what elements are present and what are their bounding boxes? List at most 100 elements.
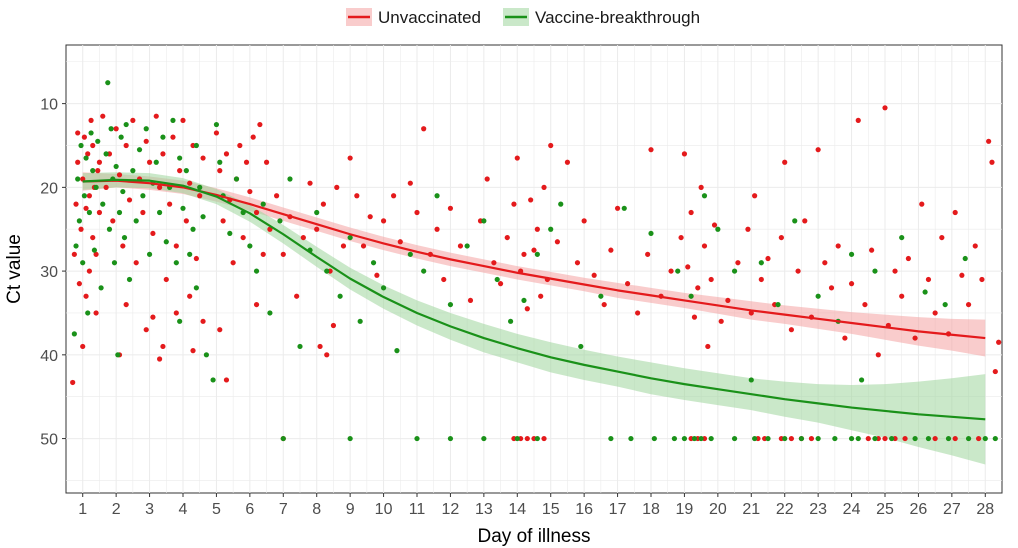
point-vaccine-breakthrough (86, 209, 92, 216)
point-unvaccinated (808, 435, 815, 442)
point-vaccine-breakthrough (118, 134, 124, 140)
point-unvaccinated (514, 155, 520, 161)
x-tick-label: 10 (375, 501, 393, 518)
x-tick-label: 21 (742, 501, 760, 518)
point-vaccine-breakthrough (370, 260, 377, 266)
point-unvaccinated (711, 222, 718, 228)
band-vaccine-breakthrough (82, 172, 986, 465)
point-vaccine-breakthrough (183, 168, 189, 174)
point-vaccine-breakthrough (190, 226, 196, 232)
point-vaccine-breakthrough (508, 318, 514, 324)
point-unvaccinated (882, 435, 888, 442)
point-vaccine-breakthrough (521, 297, 527, 304)
point-unvaccinated (875, 352, 881, 358)
point-unvaccinated (802, 218, 808, 224)
x-tick-label: 11 (409, 501, 426, 518)
point-unvaccinated (548, 142, 554, 149)
point-vaccine-breakthrough (133, 218, 139, 224)
point-vaccine-breakthrough (116, 209, 123, 216)
point-unvaccinated (153, 113, 159, 119)
point-vaccine-breakthrough (347, 435, 353, 442)
point-unvaccinated (223, 151, 230, 157)
point-unvaccinated (591, 272, 597, 278)
y-tick-label: 20 (40, 180, 58, 197)
y-tick-label: 30 (40, 264, 58, 281)
point-unvaccinated (735, 260, 741, 266)
point-vaccine-breakthrough (899, 234, 905, 241)
point-unvaccinated (260, 251, 266, 257)
point-unvaccinated (73, 201, 79, 207)
fit-line-vaccine-breakthrough (82, 178, 986, 421)
point-unvaccinated (842, 335, 848, 341)
legend: Vaccine-breakthrough Unvaccinated (346, 8, 700, 27)
x-tick-label: 3 (145, 501, 154, 518)
point-vaccine-breakthrough (859, 377, 865, 383)
point-vaccine-breakthrough (200, 214, 206, 220)
point-vaccine-breakthrough (815, 293, 821, 299)
point-unvaccinated (367, 214, 373, 220)
point-unvaccinated (434, 226, 440, 232)
point-vaccine-breakthrough (765, 435, 771, 442)
point-vaccine-breakthrough (126, 276, 133, 283)
point-unvaccinated (347, 155, 353, 161)
point-unvaccinated (200, 318, 206, 324)
point-vaccine-breakthrough (558, 201, 564, 207)
point-unvaccinated (334, 184, 340, 190)
point-unvaccinated (120, 243, 126, 249)
point-vaccine-breakthrough (731, 268, 738, 274)
point-vaccine-breakthrough (253, 268, 260, 274)
y-tick-label: 10 (40, 97, 58, 114)
point-vaccine-breakthrough (180, 205, 186, 211)
point-vaccine-breakthrough (81, 193, 87, 199)
point-vaccine-breakthrough (394, 348, 400, 354)
point-unvaccinated (274, 193, 280, 199)
point-vaccine-breakthrough (748, 377, 754, 383)
x-tick-label: 26 (910, 501, 928, 518)
point-unvaccinated (150, 230, 156, 237)
point-unvaccinated (538, 293, 544, 299)
point-unvaccinated (133, 260, 139, 266)
point-unvaccinated (86, 268, 92, 274)
point-unvaccinated (521, 251, 527, 257)
point-vaccine-breakthrough (848, 251, 855, 257)
point-unvaccinated (534, 226, 540, 232)
point-vaccine-breakthrough (731, 435, 738, 442)
point-vaccine-breakthrough (407, 251, 413, 257)
point-unvaccinated (130, 117, 136, 123)
point-unvaccinated (96, 209, 103, 216)
point-unvaccinated (986, 138, 992, 144)
point-vaccine-breakthrough (203, 352, 209, 358)
point-vaccine-breakthrough (752, 435, 758, 442)
point-unvaccinated (447, 205, 454, 211)
point-unvaccinated (855, 117, 861, 123)
point-vaccine-breakthrough (758, 260, 764, 266)
point-vaccine-breakthrough (698, 435, 704, 442)
x-tick-label: 15 (542, 501, 560, 518)
point-unvaccinated (989, 159, 995, 165)
x-tick-label: 27 (943, 501, 961, 518)
point-vaccine-breakthrough (815, 435, 821, 442)
point-unvaccinated (815, 147, 821, 153)
point-unvaccinated (76, 281, 82, 287)
point-unvaccinated (197, 193, 203, 199)
point-unvaccinated (648, 147, 654, 153)
x-tick-label: 14 (508, 501, 526, 518)
point-unvaccinated (996, 339, 1002, 345)
point-unvaccinated (220, 218, 226, 224)
x-tick-label: 17 (609, 501, 627, 518)
point-unvaccinated (253, 209, 260, 216)
point-unvaccinated (300, 234, 306, 241)
point-vaccine-breakthrough (628, 435, 634, 442)
point-unvaccinated (952, 435, 958, 442)
point-unvaccinated (314, 226, 320, 232)
point-unvaccinated (90, 142, 96, 149)
point-vaccine-breakthrough (136, 147, 143, 153)
point-unvaccinated (902, 435, 908, 442)
point-unvaccinated (170, 134, 176, 140)
y-tick-label: 50 (40, 432, 58, 449)
point-unvaccinated (441, 276, 447, 283)
point-vaccine-breakthrough (792, 218, 798, 224)
point-unvaccinated (113, 126, 119, 132)
point-unvaccinated (685, 264, 691, 270)
point-unvaccinated (601, 301, 607, 308)
